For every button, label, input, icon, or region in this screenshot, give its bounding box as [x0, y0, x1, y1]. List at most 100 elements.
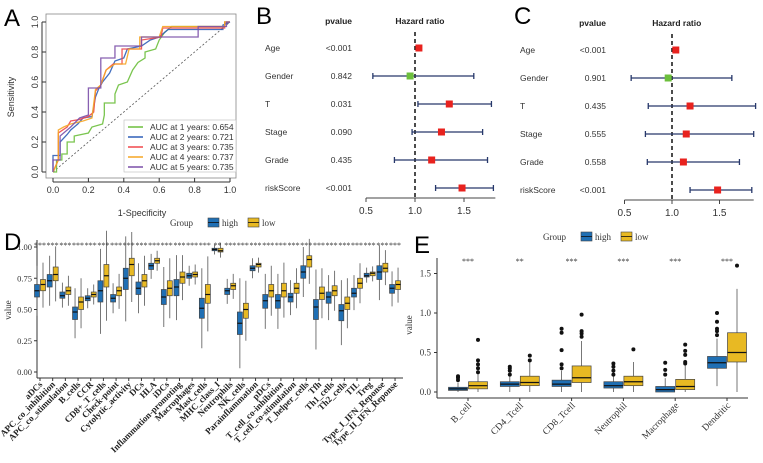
low-box [369, 271, 376, 277]
high-box [389, 284, 395, 294]
hazard-ratio-marker [679, 158, 687, 166]
outlier-point [735, 263, 739, 268]
legend-label-high: high [222, 218, 239, 228]
significance-label: *** [199, 241, 211, 250]
significance-label: *** [135, 241, 147, 250]
y-axis-title: Sensitivity [6, 76, 16, 117]
x-tick-label: 1.0 [665, 208, 679, 219]
high-box [59, 291, 66, 299]
roc-curve-4 [52, 21, 230, 173]
row-label: T [265, 99, 270, 109]
x-tick-label: 1.5 [713, 208, 727, 219]
outlier-point [683, 359, 688, 364]
significance-label: *** [72, 241, 84, 250]
hazard-ratio-marker [714, 186, 722, 194]
significance-label: *** [47, 241, 59, 250]
significance-label: *** [186, 241, 198, 250]
outlier-point [579, 312, 584, 317]
hazard-ratio-header: Hazard ratio [652, 18, 701, 28]
row-pvalue: 0.842 [331, 71, 353, 81]
outlier-point [715, 333, 719, 338]
hazard-ratio-marker [458, 184, 466, 192]
low-box [395, 280, 401, 290]
outlier-point [715, 311, 719, 315]
legend-label: AUC at 1 years: 0.654 [150, 122, 234, 132]
y-tick-label: 0.8 [30, 46, 40, 59]
row-pvalue: 0.090 [331, 127, 353, 137]
low-box [255, 262, 262, 268]
significance-label: *** [275, 241, 287, 250]
x-tick-label: 0.4 [118, 185, 131, 195]
legend-label-high: high [595, 232, 612, 242]
plot-frame [45, 13, 237, 179]
y-tick-label: 0.0 [420, 387, 432, 397]
outlier-point [611, 368, 616, 373]
outlier-point [476, 362, 480, 367]
x-tick-label: 0.6 [153, 185, 166, 195]
y-tick-label: 1.0 [420, 308, 432, 318]
outlier-point [476, 358, 480, 363]
high-box [603, 381, 624, 389]
panel-label-c: C [514, 3, 531, 30]
row-pvalue: 0.435 [331, 155, 353, 165]
significance-label: *** [288, 241, 300, 250]
outlier-point [559, 326, 564, 331]
row-pvalue: 0.558 [585, 157, 607, 167]
legend-box [123, 119, 237, 173]
outlier-point [476, 370, 480, 375]
significance-label: *** [110, 241, 122, 250]
outlier-point [663, 367, 668, 372]
y-tick-label: 0.25 [17, 336, 32, 346]
low-box [78, 296, 84, 310]
significance-label: *** [250, 241, 262, 250]
significance-label: *** [85, 241, 97, 250]
low-box [116, 286, 122, 297]
outlier-point [611, 372, 616, 377]
significance-label: *** [313, 241, 325, 250]
outlier-point [559, 362, 564, 367]
legend-label: AUC at 2 years: 0.721 [150, 132, 234, 142]
significance-label: *** [462, 257, 474, 266]
row-pvalue: 0.901 [585, 73, 607, 83]
pvalue-header: pvalue [579, 18, 606, 28]
row-label: riskScore [265, 183, 301, 193]
legend-title: Group [543, 232, 566, 242]
high-box [313, 299, 319, 320]
hazard-ratio-marker [664, 74, 672, 82]
x-tick-label: 0.2 [82, 185, 95, 195]
high-box [275, 294, 281, 309]
y-tick-label: 0.4 [30, 106, 40, 119]
hazard-ratio-marker [672, 46, 680, 54]
low-box [52, 266, 59, 282]
high-box [376, 265, 383, 280]
x-tick-label: 0.5 [359, 206, 373, 217]
x-tick-label: 1.0 [224, 185, 237, 195]
x-tick-label: 0.5 [618, 208, 632, 219]
y-tick-label: 0.6 [30, 76, 40, 89]
high-box [97, 280, 104, 303]
row-pvalue: <0.001 [580, 45, 607, 55]
significance-label: *** [173, 241, 185, 250]
forest-panel-c: pvalue Hazard ratio Age <0.001 Gender 0.901 T 0… [520, 18, 757, 219]
significance-label: ** [516, 257, 524, 266]
y-tick-label: 0.2 [30, 136, 40, 149]
significance-label: *** [389, 241, 401, 250]
row-pvalue: 0.555 [585, 129, 607, 139]
outlier-point [683, 348, 688, 353]
outlier-point [611, 364, 616, 369]
outlier-point [456, 374, 460, 379]
outlier-point [476, 337, 480, 342]
x-tick-label: 0.8 [188, 185, 201, 195]
y-tick-label: 1.5 [420, 269, 432, 279]
y-tick-label: 0.5 [420, 348, 432, 358]
x-tick-label: Macrophage [641, 401, 682, 442]
significance-label: *** [161, 241, 173, 250]
panel-label-e: E [414, 232, 430, 259]
x-tick-label: Neutrophil [593, 401, 629, 437]
x-tick-label: CD8_Tcell [541, 401, 578, 438]
outlier-point [715, 326, 719, 331]
outlier-point [559, 366, 564, 371]
row-label: Age [265, 43, 280, 53]
row-pvalue: 0.435 [585, 101, 607, 111]
